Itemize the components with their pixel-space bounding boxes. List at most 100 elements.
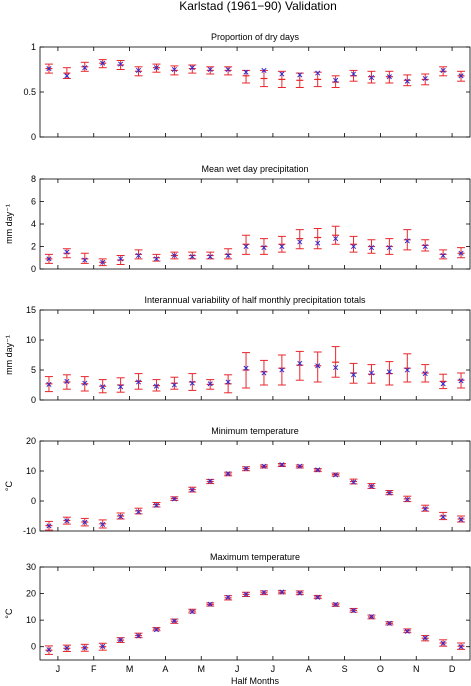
y-tick-label: 15 — [26, 305, 36, 315]
simulated-point — [64, 378, 70, 384]
plot-frame — [39, 309, 471, 401]
simulated-point — [440, 514, 446, 520]
simulated-point — [458, 517, 464, 523]
simulated-point — [243, 243, 249, 250]
y-tick-label: 10 — [26, 335, 36, 345]
simulated-point — [82, 65, 88, 71]
simulated-point — [100, 384, 106, 390]
simulated-point — [171, 496, 177, 502]
simulated-point — [171, 618, 177, 624]
simulated-point — [386, 74, 392, 80]
simulated-point — [333, 601, 339, 608]
simulated-point — [350, 479, 357, 485]
panel-2: Mean wet day precipitation 0 2 4 6 8 mm day⁻¹ — [4, 164, 471, 274]
y-tick-label: 6 — [31, 197, 36, 207]
y-tick-label: 20 — [26, 589, 36, 599]
y-tick-label: 8 — [31, 174, 36, 184]
simulated-point — [386, 620, 392, 626]
simulated-point — [82, 645, 88, 651]
simulated-point — [64, 73, 70, 79]
simulated-point — [207, 478, 213, 484]
simulated-point — [386, 369, 392, 375]
simulated-point — [46, 66, 52, 72]
simulated-point — [458, 250, 464, 256]
y-axis-label: mm day⁻¹ — [4, 335, 14, 375]
y-tick-label: 0.5 — [23, 87, 36, 97]
simulated-point — [440, 640, 446, 646]
simulated-point — [118, 61, 124, 67]
simulated-point — [118, 514, 124, 520]
plot-frame — [39, 178, 471, 270]
simulated-point — [46, 647, 52, 653]
simulated-point — [261, 370, 267, 376]
simulated-point — [368, 245, 375, 251]
simulated-point — [368, 614, 375, 620]
simulated-point — [171, 66, 177, 73]
simulated-point — [279, 71, 285, 77]
simulated-point — [225, 66, 231, 73]
simulated-point — [100, 521, 106, 527]
simulated-point — [225, 379, 231, 385]
y-axis-label: °C — [4, 480, 14, 491]
plot-frame — [39, 46, 471, 138]
panel-1: Proportion of dry days 0 0.5 1 — [23, 32, 471, 142]
simulated-point — [261, 67, 267, 73]
simulated-point — [333, 365, 339, 371]
simulated-point — [261, 245, 267, 251]
month-label: F — [91, 664, 97, 674]
simulated-point — [279, 367, 285, 373]
panel-title: Proportion of dry days — [211, 32, 300, 42]
simulated-point — [135, 509, 142, 515]
simulated-point — [458, 73, 464, 79]
simulated-point — [207, 381, 213, 387]
y-tick-label: 30 — [26, 562, 36, 572]
simulated-point — [118, 256, 124, 262]
simulated-point — [404, 496, 410, 503]
simulated-point — [350, 71, 357, 77]
simulated-point — [243, 365, 249, 371]
month-label: A — [306, 664, 312, 674]
simulated-point — [82, 519, 88, 525]
simulated-point — [82, 380, 88, 386]
month-label: M — [198, 664, 206, 674]
simulated-point — [153, 502, 160, 508]
simulated-point — [171, 252, 177, 259]
simulated-point — [46, 381, 52, 387]
simulated-point — [458, 378, 464, 384]
simulated-point — [261, 589, 267, 596]
month-label: J — [56, 664, 61, 674]
simulated-point — [100, 643, 106, 650]
simulated-point — [171, 382, 177, 388]
panels: Proportion of dry days 0 0.5 1 Mean wet day … — [4, 32, 471, 674]
simulated-point — [315, 467, 321, 473]
month-label: O — [377, 664, 384, 674]
panel-5: Maximum temperature 0 10 20 30 J F M A M J J A S O N D °C — [4, 552, 471, 674]
simulated-point — [297, 590, 303, 596]
simulated-point — [422, 506, 428, 512]
simulated-point — [100, 60, 106, 66]
y-tick-label: 4 — [31, 219, 36, 229]
panel-title: Minimum temperature — [211, 426, 299, 436]
y-tick-label: 20 — [26, 436, 36, 446]
simulated-point — [333, 472, 339, 478]
simulated-point — [333, 77, 339, 83]
simulated-point — [404, 238, 410, 244]
simulated-point — [315, 594, 321, 600]
simulated-point — [189, 609, 195, 615]
panel-title: Mean wet day precipitation — [201, 164, 308, 174]
y-tick-label: 10 — [26, 466, 36, 476]
simulated-point — [386, 490, 392, 496]
simulated-point — [297, 463, 303, 469]
panel-4: Minimum temperature -10 0 10 20 °C — [4, 426, 471, 536]
simulated-point — [440, 252, 446, 259]
simulated-point — [404, 78, 410, 84]
month-label: N — [413, 664, 420, 674]
simulated-point — [422, 635, 428, 641]
simulated-point — [386, 245, 392, 251]
simulated-point — [279, 243, 285, 250]
simulated-point — [315, 363, 321, 369]
simulated-point — [297, 239, 303, 245]
simulated-point — [153, 383, 160, 389]
y-tick-label: 0 — [31, 395, 36, 405]
